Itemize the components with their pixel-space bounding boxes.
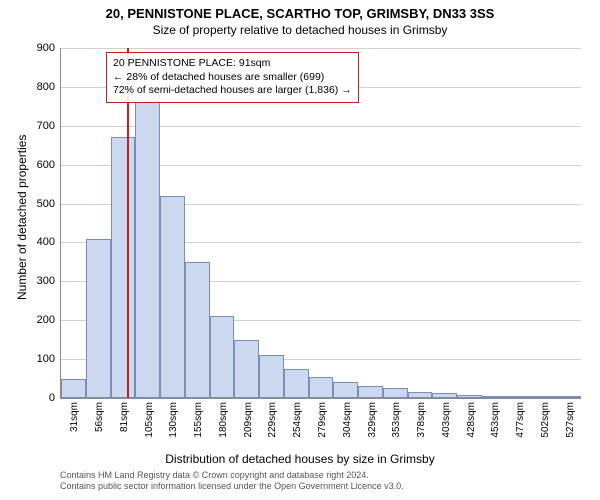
xaxis-title: Distribution of detached houses by size … [0,452,600,466]
histogram-bar [185,262,210,398]
ytick-label: 900 [25,42,55,54]
xtick-label: 353sqm [391,402,402,438]
histogram-bar [383,388,408,398]
ytick-label: 500 [25,198,55,210]
xtick-label: 428sqm [466,402,477,438]
chart-title-main: 20, PENNISTONE PLACE, SCARTHO TOP, GRIMS… [0,0,600,21]
xtick-label: 527sqm [565,402,576,438]
footer-line-1: Contains HM Land Registry data © Crown c… [60,470,404,481]
info-line-1: 20 PENNISTONE PLACE: 91sqm [113,57,352,71]
histogram-bar [234,340,259,398]
ytick-label: 100 [25,353,55,365]
chart-container: 20, PENNISTONE PLACE, SCARTHO TOP, GRIMS… [0,0,600,500]
histogram-bar [358,386,383,398]
xtick-label: 229sqm [267,402,278,438]
footer-line-2: Contains public sector information licen… [60,481,404,492]
xtick-label: 378sqm [416,402,427,438]
info-box: 20 PENNISTONE PLACE: 91sqm ← 28% of deta… [106,52,359,103]
ytick-label: 800 [25,81,55,93]
histogram-bar [111,137,136,398]
xtick-label: 81sqm [119,402,130,432]
histogram-bar [556,396,581,398]
xtick-label: 477sqm [515,402,526,438]
xtick-label: 105sqm [144,402,155,438]
xtick-label: 453sqm [490,402,501,438]
xtick-label: 502sqm [540,402,551,438]
histogram-bar [210,316,235,398]
histogram-bar [135,87,160,398]
gridline [61,48,581,49]
xtick-label: 56sqm [94,402,105,432]
ytick-label: 300 [25,275,55,287]
xtick-label: 155sqm [193,402,204,438]
histogram-bar [482,396,507,398]
histogram-bar [284,369,309,398]
histogram-bar [507,396,532,398]
info-line-2: ← 28% of detached houses are smaller (69… [113,71,352,85]
xtick-label: 329sqm [367,402,378,438]
ytick-label: 600 [25,159,55,171]
xtick-label: 304sqm [342,402,353,438]
histogram-bar [309,377,334,398]
xtick-label: 130sqm [168,402,179,438]
ytick-label: 400 [25,236,55,248]
xtick-label: 254sqm [292,402,303,438]
ytick-label: 0 [25,392,55,404]
histogram-bar [432,393,457,398]
xtick-label: 180sqm [218,402,229,438]
info-line-3: 72% of semi-detached houses are larger (… [113,84,352,98]
histogram-bar [160,196,185,398]
xtick-label: 403sqm [441,402,452,438]
ytick-label: 200 [25,314,55,326]
footer: Contains HM Land Registry data © Crown c… [60,470,404,492]
histogram-bar [457,395,482,398]
histogram-bar [259,355,284,398]
ytick-label: 700 [25,120,55,132]
histogram-bar [333,382,358,398]
xtick-label: 279sqm [317,402,328,438]
histogram-bar [86,239,111,398]
xtick-label: 31sqm [69,402,80,432]
chart-title-sub: Size of property relative to detached ho… [0,21,600,37]
histogram-bar [61,379,86,398]
histogram-bar [408,392,433,398]
xtick-label: 209sqm [243,402,254,438]
histogram-bar [531,396,556,398]
plot-area: 010020030040050060070080090031sqm56sqm81… [60,48,580,398]
